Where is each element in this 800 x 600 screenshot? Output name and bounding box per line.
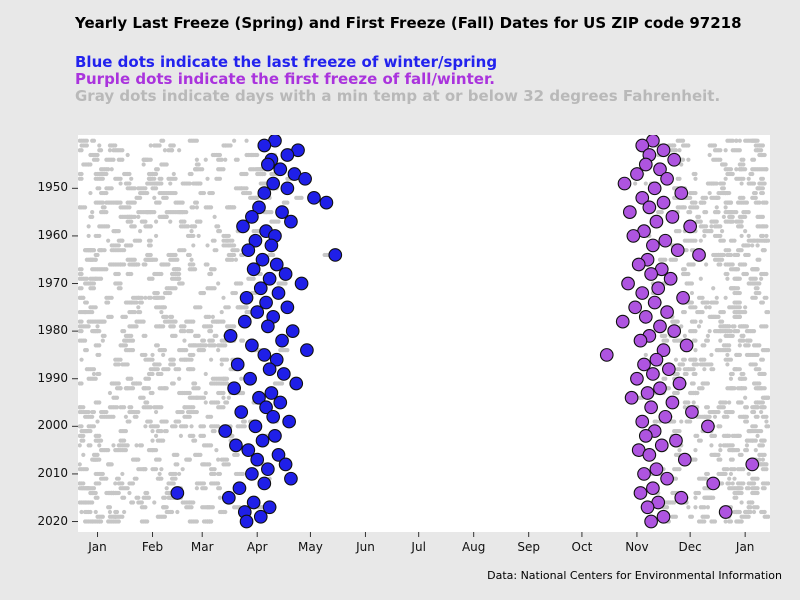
y-tick-label: 1960 (37, 227, 68, 242)
y-tick-label: 1950 (37, 180, 68, 195)
x-tick-label: Oct (571, 540, 593, 554)
x-tick-label: May (298, 540, 323, 554)
x-tick-label: Apr (246, 540, 268, 554)
x-tick-label: Dec (678, 540, 702, 554)
y-tick-label: 1980 (37, 323, 68, 338)
y-tick-label: 1970 (37, 275, 68, 290)
x-tick-label: Feb (141, 540, 164, 554)
y-tick-label: 2020 (37, 513, 68, 528)
x-tick-label: Sep (517, 540, 540, 554)
x-tick-label: Jan (735, 540, 755, 554)
y-tick-label: 2010 (37, 465, 68, 480)
chart-title: Yearly Last Freeze (Spring) and First Fr… (75, 14, 742, 32)
y-tick-label: 2000 (37, 418, 68, 433)
x-tick-label: Nov (625, 540, 649, 554)
legend-gray-line: Gray dots indicate days with a min temp … (75, 87, 721, 105)
x-tick-label: Jan (88, 540, 107, 554)
data-source-note: Data: National Centers for Environmental… (487, 569, 782, 582)
x-tick-label: Aug (461, 540, 486, 554)
x-tick-label: Jul (411, 540, 426, 554)
y-tick-label: 1990 (37, 370, 68, 385)
x-tick-label: Jun (356, 540, 375, 554)
legend-blue-line: Blue dots indicate the last freeze of wi… (75, 53, 498, 71)
legend: Blue dots indicate the last freeze of wi… (75, 54, 720, 105)
legend-purple-line: Purple dots indicate the first freeze of… (75, 70, 495, 88)
x-tick-label: Mar (190, 540, 214, 554)
